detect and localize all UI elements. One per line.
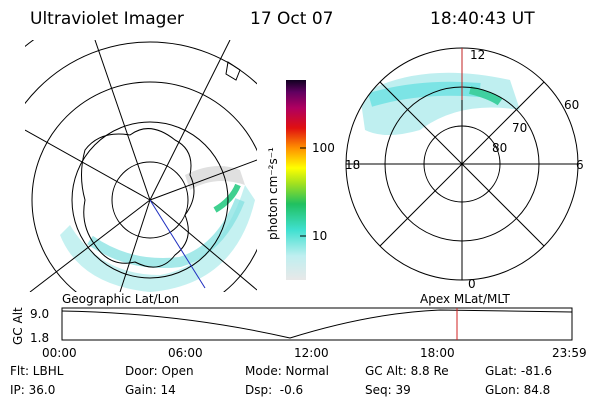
timeline-title: Apex MLat/MLT — [420, 292, 510, 306]
mlt-label: 12 — [470, 48, 485, 62]
colorbar-label: photon cm⁻²s⁻¹ — [266, 147, 280, 240]
time: 18:40:43 UT — [430, 9, 535, 29]
mlt-map — [345, 47, 579, 281]
status-field: GLat: -81.6 — [485, 364, 552, 378]
date: 17 Oct 07 — [250, 9, 333, 29]
colorbar — [286, 80, 306, 280]
timeline-x-tick: 06:00 — [168, 346, 203, 360]
mlt-label: 0 — [468, 277, 476, 291]
status-field: Mode: Normal — [245, 364, 329, 378]
colorbar-tick-label: 10 — [312, 229, 327, 243]
timeline-x-tick: 23:59 — [552, 346, 587, 360]
status-field: GLon: 84.8 — [485, 383, 550, 397]
footer: Flt: LBHL Door: Open Mode: Normal GC Alt: 8… — [10, 364, 552, 397]
timeline-title: Geographic Lat/Lon — [62, 292, 179, 306]
timeline-y-label: GC Alt — [11, 307, 25, 345]
timeline-y-tick: 9.0 — [30, 307, 49, 321]
timeline-x-tick: 18:00 — [420, 346, 455, 360]
timeline-y-tick: 1.8 — [30, 331, 49, 345]
mlt-label: 6 — [576, 158, 584, 172]
mlt-label: 70 — [512, 121, 527, 135]
colorbar-tick-label: 100 — [312, 141, 335, 155]
timeline-box — [61, 307, 573, 341]
timeline-x-tick: 00:00 — [42, 346, 77, 360]
status-field: GC Alt: 8.8 Re — [365, 364, 449, 378]
mlt-label: 60 — [564, 98, 579, 112]
mlt-label: 18 — [345, 158, 360, 172]
status-field: Seq: 39 — [365, 383, 411, 397]
status-field: Dsp: -0.6 — [245, 383, 303, 397]
title: Ultraviolet Imager — [30, 9, 184, 29]
status-field: Gain: 14 — [125, 383, 176, 397]
status-field: Door: Open — [125, 364, 194, 378]
status-field: IP: 36.0 — [10, 383, 55, 397]
status-field: Flt: LBHL — [10, 364, 64, 378]
altitude-curve — [61, 309, 573, 339]
mlt-label: 80 — [492, 141, 507, 155]
geographic-map — [25, 40, 257, 292]
timeline-x-tick: 12:00 — [294, 346, 329, 360]
